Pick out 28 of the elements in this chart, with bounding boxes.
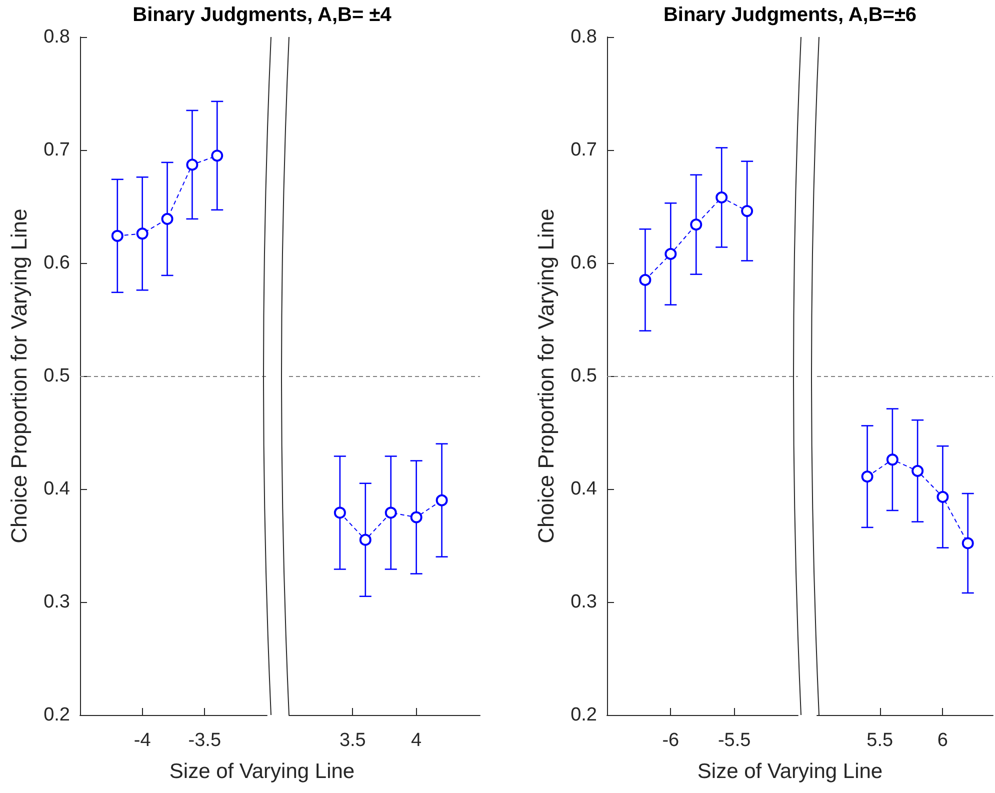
- y-tick-label: 0.7: [44, 140, 70, 160]
- y-axis-title: Choice Proportion for Varying Line: [534, 208, 558, 544]
- x-axis-title: Size of Varying Line: [169, 760, 355, 784]
- y-tick-label: 0.4: [44, 478, 70, 500]
- y-tick-label: 0.4: [570, 478, 598, 500]
- y-tick-label: 0.8: [44, 26, 70, 48]
- x-tick-label: 6: [937, 730, 948, 751]
- y-tick-label: 0.3: [44, 592, 70, 612]
- x-tick-label: -6: [662, 730, 680, 751]
- y-tick-label: 0.2: [570, 704, 597, 726]
- y-axis-title: Choice Proportion for Varying Line: [6, 208, 32, 544]
- y-tick-label: 0.2: [44, 704, 70, 726]
- x-tick-label: -5.5: [718, 730, 751, 751]
- x-axis-title: Size of Varying Line: [697, 760, 883, 784]
- y-tick-label: 0.3: [570, 592, 597, 612]
- x-tick-label: -4: [134, 730, 152, 751]
- x-tick-label: -3.5: [188, 730, 222, 751]
- y-tick-label: 0.7: [570, 140, 597, 160]
- x-tick-label: 4: [411, 730, 422, 751]
- y-tick-label: 0.6: [44, 252, 70, 274]
- x-tick-label: 3.5: [339, 730, 366, 751]
- y-tick-label: 0.5: [44, 366, 70, 386]
- y-tick-label: 0.5: [570, 366, 597, 386]
- y-tick-label: 0.8: [570, 26, 597, 48]
- x-tick-label: 5.5: [866, 730, 894, 751]
- y-tick-label: 0.6: [570, 252, 597, 274]
- chart-title: Binary Judgments, A,B=±6: [663, 4, 917, 27]
- chart-title: Binary Judgments, A,B= ±4: [132, 4, 392, 27]
